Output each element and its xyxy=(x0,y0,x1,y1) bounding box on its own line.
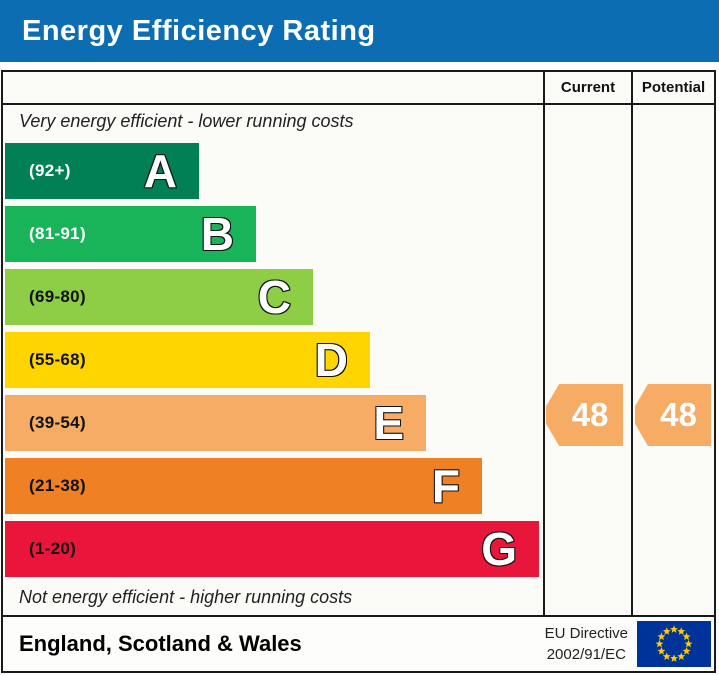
rating-band-d: (55-68) D xyxy=(5,332,370,388)
band-range: (81-91) xyxy=(29,224,86,243)
rating-bands: (92+) A (81-91) B (69-80) C (55-68) D (3… xyxy=(5,143,539,584)
band-letter: E xyxy=(372,396,405,450)
page-title: Energy Efficiency Rating xyxy=(22,14,376,47)
rating-band-e: (39-54) E xyxy=(5,395,426,451)
band-range: (55-68) xyxy=(29,350,86,369)
region-label: England, Scotland & Wales xyxy=(19,631,302,656)
current-column-divider xyxy=(543,72,545,615)
potential-rating-arrow: 48 xyxy=(635,384,711,446)
current-column-header: Current xyxy=(560,79,616,96)
caption-very-efficient: Very energy efficient - lower running co… xyxy=(19,111,354,131)
rating-band-a: (92+) A xyxy=(5,143,199,199)
band-range: (21-38) xyxy=(29,476,86,495)
title-bar: Energy Efficiency Rating xyxy=(0,0,719,62)
band-letter: A xyxy=(143,144,178,198)
band-range: (1-20) xyxy=(29,539,77,558)
band-range: (92+) xyxy=(29,161,71,180)
energy-rating-table: Current Potential Very energy efficient … xyxy=(1,70,716,617)
band-letter: G xyxy=(480,522,518,576)
directive-group: EU Directive 2002/91/EC xyxy=(545,621,711,667)
rating-band-c: (69-80) C xyxy=(5,269,313,325)
band-letter: C xyxy=(257,270,292,324)
band-range: (39-54) xyxy=(29,413,86,432)
eu-flag-icon xyxy=(637,621,711,667)
band-letter: D xyxy=(314,333,349,387)
potential-column-divider xyxy=(631,72,633,615)
rating-band-f: (21-38) F xyxy=(5,458,482,514)
potential-column-header: Potential xyxy=(641,79,706,96)
rating-band-g: (1-20) G xyxy=(5,521,539,577)
header-underline xyxy=(3,103,714,105)
eu-directive-label: EU Directive 2002/91/EC xyxy=(544,625,628,663)
footer: England, Scotland & Wales EU Directive 2… xyxy=(1,615,716,673)
band-range: (69-80) xyxy=(29,287,86,306)
caption-not-efficient: Not energy efficient - higher running co… xyxy=(19,587,353,607)
rating-band-b: (81-91) B xyxy=(5,206,256,262)
band-letter: B xyxy=(200,207,235,261)
band-letter: F xyxy=(431,459,461,513)
current-rating-arrow: 48 xyxy=(546,384,623,446)
